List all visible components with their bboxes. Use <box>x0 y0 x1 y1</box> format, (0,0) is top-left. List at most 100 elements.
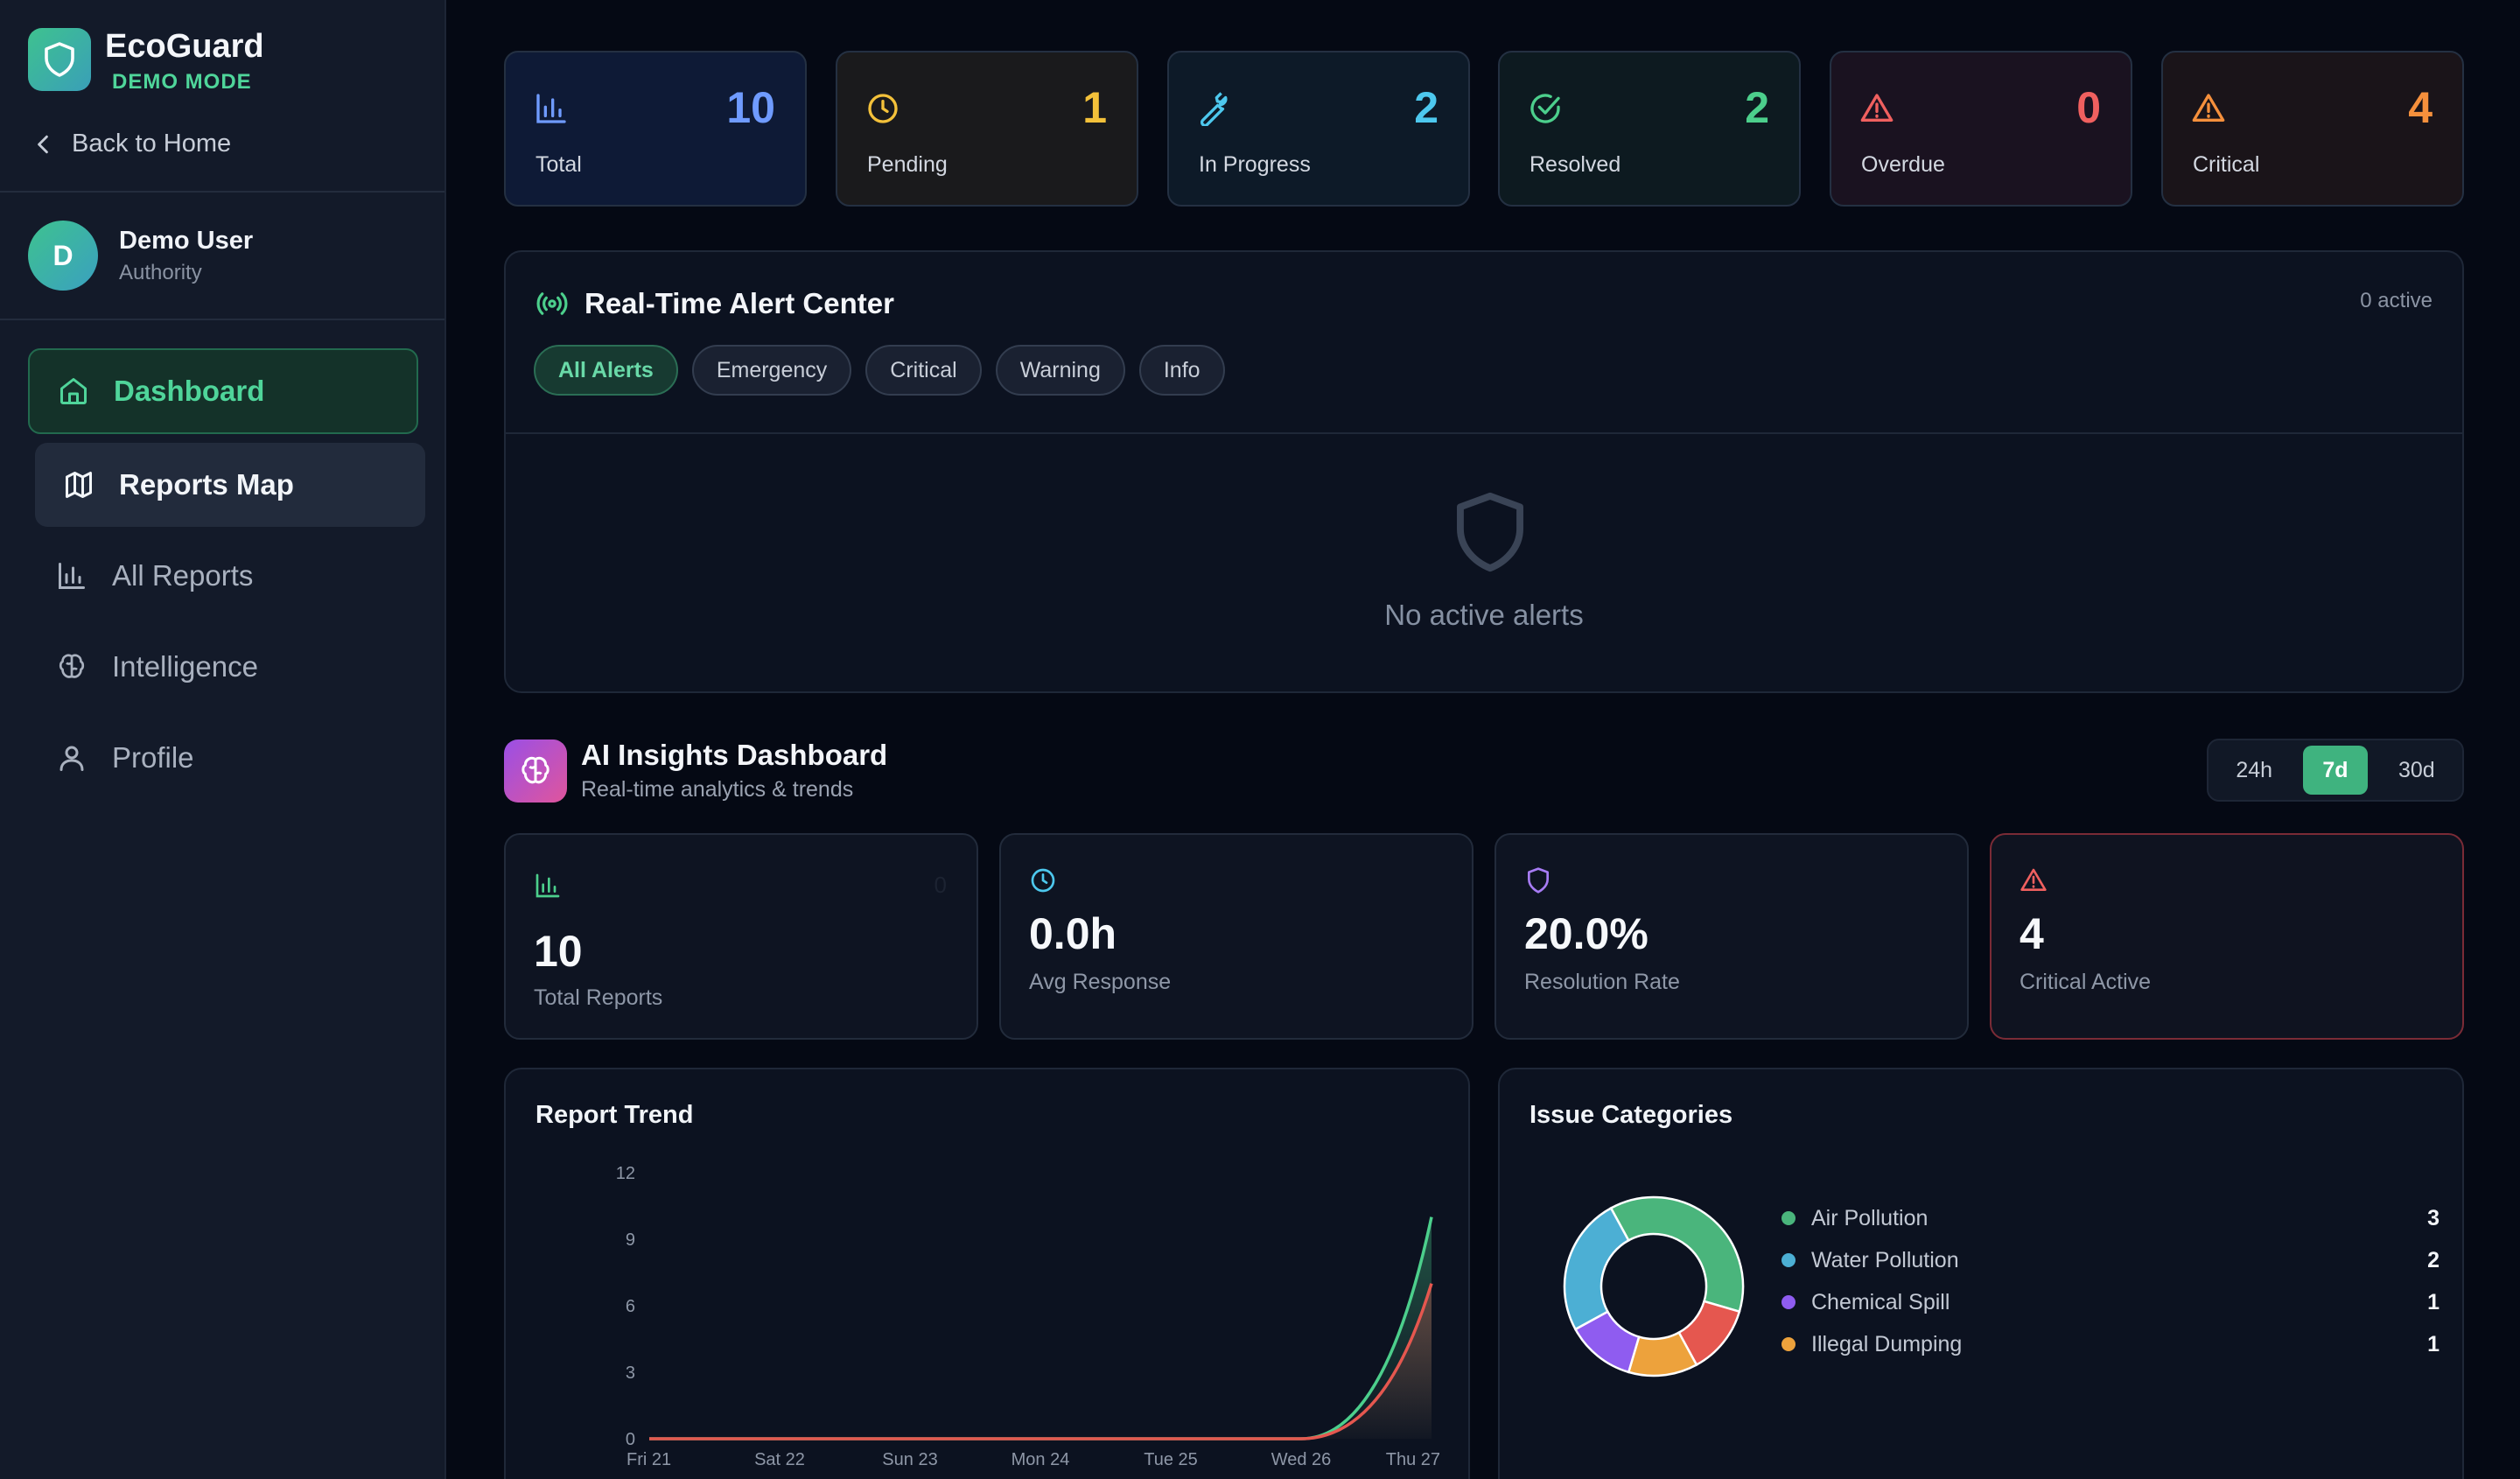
alert-center-panel: Real-Time Alert Center 0 active All Aler… <box>504 250 2464 693</box>
filter-warning[interactable]: Warning <box>995 345 1125 396</box>
kpi-change: 0 <box>934 872 947 898</box>
sidebar-item-label: Intelligence <box>112 650 258 683</box>
filter-critical[interactable]: Critical <box>865 345 982 396</box>
issue-categories-title: Issue Categories <box>1530 1101 1733 1129</box>
donut-slice <box>1609 1195 1745 1314</box>
kpi-avg-response[interactable]: 0.0h Avg Response <box>999 833 1474 1040</box>
legend-value: 3 <box>2427 1205 2440 1230</box>
sidebar: EcoGuard DEMO MODE Back to Home D Demo U… <box>0 0 446 1479</box>
time-range-selector: 24h 7d 30d <box>2207 739 2464 802</box>
chevron-left-icon <box>38 135 48 153</box>
stat-label: Overdue <box>1861 152 1945 177</box>
y-tick-label: 0 <box>626 1430 635 1449</box>
legend-value: 2 <box>2427 1247 2440 1272</box>
sidebar-item-label: All Reports <box>112 559 254 592</box>
empty-alerts-message: No active alerts <box>1384 599 1584 631</box>
y-tick-label: 12 <box>616 1164 635 1183</box>
sidebar-item-reports-map[interactable]: Reports Map <box>35 443 425 527</box>
check-circle-icon <box>1530 94 1560 123</box>
range-24h[interactable]: 24h <box>2236 757 2273 782</box>
series-area <box>649 1216 1432 1439</box>
sidebar-item-label: Reports Map <box>119 468 294 501</box>
kpi-critical-active[interactable]: 4 Critical Active <box>1990 833 2464 1040</box>
sidebar-item-profile[interactable]: Profile <box>56 725 194 791</box>
kpi-value: 4 <box>2020 909 2044 958</box>
kpi-label: Critical Active <box>2020 970 2152 994</box>
shield-logo-icon <box>28 28 91 91</box>
bar-chart-icon <box>536 94 566 123</box>
sidebar-item-intelligence[interactable]: Intelligence <box>56 634 258 700</box>
range-30d[interactable]: 30d <box>2398 757 2435 782</box>
ai-insights-title: AI Insights Dashboard <box>581 739 888 771</box>
warning-triangle-icon <box>2020 868 2047 891</box>
x-tick-label: Sat 22 <box>754 1450 805 1469</box>
stat-card-pending[interactable]: 1 Pending <box>836 51 1138 207</box>
stat-card-resolved[interactable]: 2 Resolved <box>1498 51 1801 207</box>
series-area <box>649 1283 1432 1439</box>
filter-all-alerts[interactable]: All Alerts <box>534 345 678 396</box>
legend-value: 1 <box>2427 1289 2440 1314</box>
y-tick-label: 6 <box>626 1297 635 1316</box>
alert-filter-tabs: All Alerts Emergency Critical Warning In… <box>534 345 1239 396</box>
kpi-resolution-rate[interactable]: 20.0% Resolution Rate <box>1494 833 1969 1040</box>
series-line <box>648 1216 1433 1440</box>
kpi-label: Total Reports <box>534 985 663 1010</box>
sidebar-item-all-reports[interactable]: All Reports <box>56 543 253 609</box>
clock-icon <box>1031 868 1055 893</box>
x-tick-label: Tue 25 <box>1144 1450 1198 1469</box>
legend-label: Chemical Spill <box>1811 1289 1950 1314</box>
legend-dot <box>1782 1295 1796 1309</box>
stat-card-total[interactable]: 10 Total <box>504 51 807 207</box>
shield-icon <box>1528 867 1549 894</box>
legend-item: Water Pollution 2 <box>1782 1239 2440 1281</box>
back-to-home-label: Back to Home <box>72 130 232 158</box>
kpi-value: 20.0% <box>1524 909 1648 958</box>
brain-icon <box>59 654 85 678</box>
legend-label: Water Pollution <box>1811 1247 1959 1272</box>
brand: EcoGuard DEMO MODE <box>28 28 264 95</box>
x-tick-label: Thu 27 <box>1386 1450 1440 1469</box>
legend-dot <box>1782 1253 1796 1267</box>
stat-card-critical[interactable]: 4 Critical <box>2161 51 2464 207</box>
legend-item: Illegal Dumping 1 <box>1782 1323 2440 1365</box>
clock-icon <box>868 94 898 123</box>
report-trend-card: Report Trend 0 3 6 9 12 Fri 21 Sat 22 Sun 23 Mon… <box>504 1068 1470 1479</box>
x-tick-label: Fri 21 <box>626 1450 671 1469</box>
issue-categories-legend: Air Pollution 3 Water Pollution 2 Chemic… <box>1782 1197 2440 1365</box>
kpi-value: 0.0h <box>1029 909 1117 958</box>
warning-triangle-icon <box>1860 94 1894 122</box>
range-7d[interactable]: 7d <box>2303 746 2368 795</box>
stat-label: Critical <box>2193 152 2260 177</box>
legend-dot <box>1782 1211 1796 1225</box>
kpi-total-reports[interactable]: 0 10 Total Reports <box>504 833 978 1040</box>
stat-value: 2 <box>1414 83 1438 132</box>
back-to-home-link[interactable]: Back to Home <box>33 130 231 158</box>
x-tick-label: Sun 23 <box>882 1450 937 1469</box>
stat-value: 2 <box>1745 83 1769 132</box>
stat-label: In Progress <box>1199 152 1311 177</box>
alert-center-title: Real-Time Alert Center <box>584 287 894 319</box>
kpi-label: Resolution Rate <box>1524 970 1680 994</box>
kpi-value: 10 <box>534 927 583 976</box>
stat-card-in-progress[interactable]: 2 In Progress <box>1167 51 1470 207</box>
x-tick-label: Mon 24 <box>1012 1450 1070 1469</box>
filter-emergency[interactable]: Emergency <box>691 345 852 396</box>
issue-categories-donut <box>1563 1195 1745 1377</box>
bar-chart-icon <box>59 563 85 589</box>
stat-value: 0 <box>2076 83 2101 132</box>
donut-slice <box>1563 1206 1630 1331</box>
stat-value: 4 <box>2408 83 2432 132</box>
kpi-label: Avg Response <box>1029 970 1172 994</box>
sidebar-item-dashboard[interactable]: Dashboard <box>28 348 418 434</box>
user-icon <box>60 746 84 771</box>
divider <box>506 432 2462 434</box>
ai-insights-header: AI Insights Dashboard Real-time analytic… <box>504 739 887 803</box>
brand-name: EcoGuard <box>105 28 264 65</box>
report-trend-chart: 0 3 6 9 12 Fri 21 Sat 22 Sun 23 Mon 24 Tue 25 Wed … <box>616 1164 1440 1469</box>
report-trend-title: Report Trend <box>536 1101 694 1129</box>
broadcast-icon <box>536 292 568 315</box>
stat-card-overdue[interactable]: 0 Overdue <box>1830 51 2132 207</box>
map-icon <box>66 472 92 498</box>
sidebar-item-label: Dashboard <box>114 375 265 407</box>
filter-info[interactable]: Info <box>1138 345 1225 396</box>
